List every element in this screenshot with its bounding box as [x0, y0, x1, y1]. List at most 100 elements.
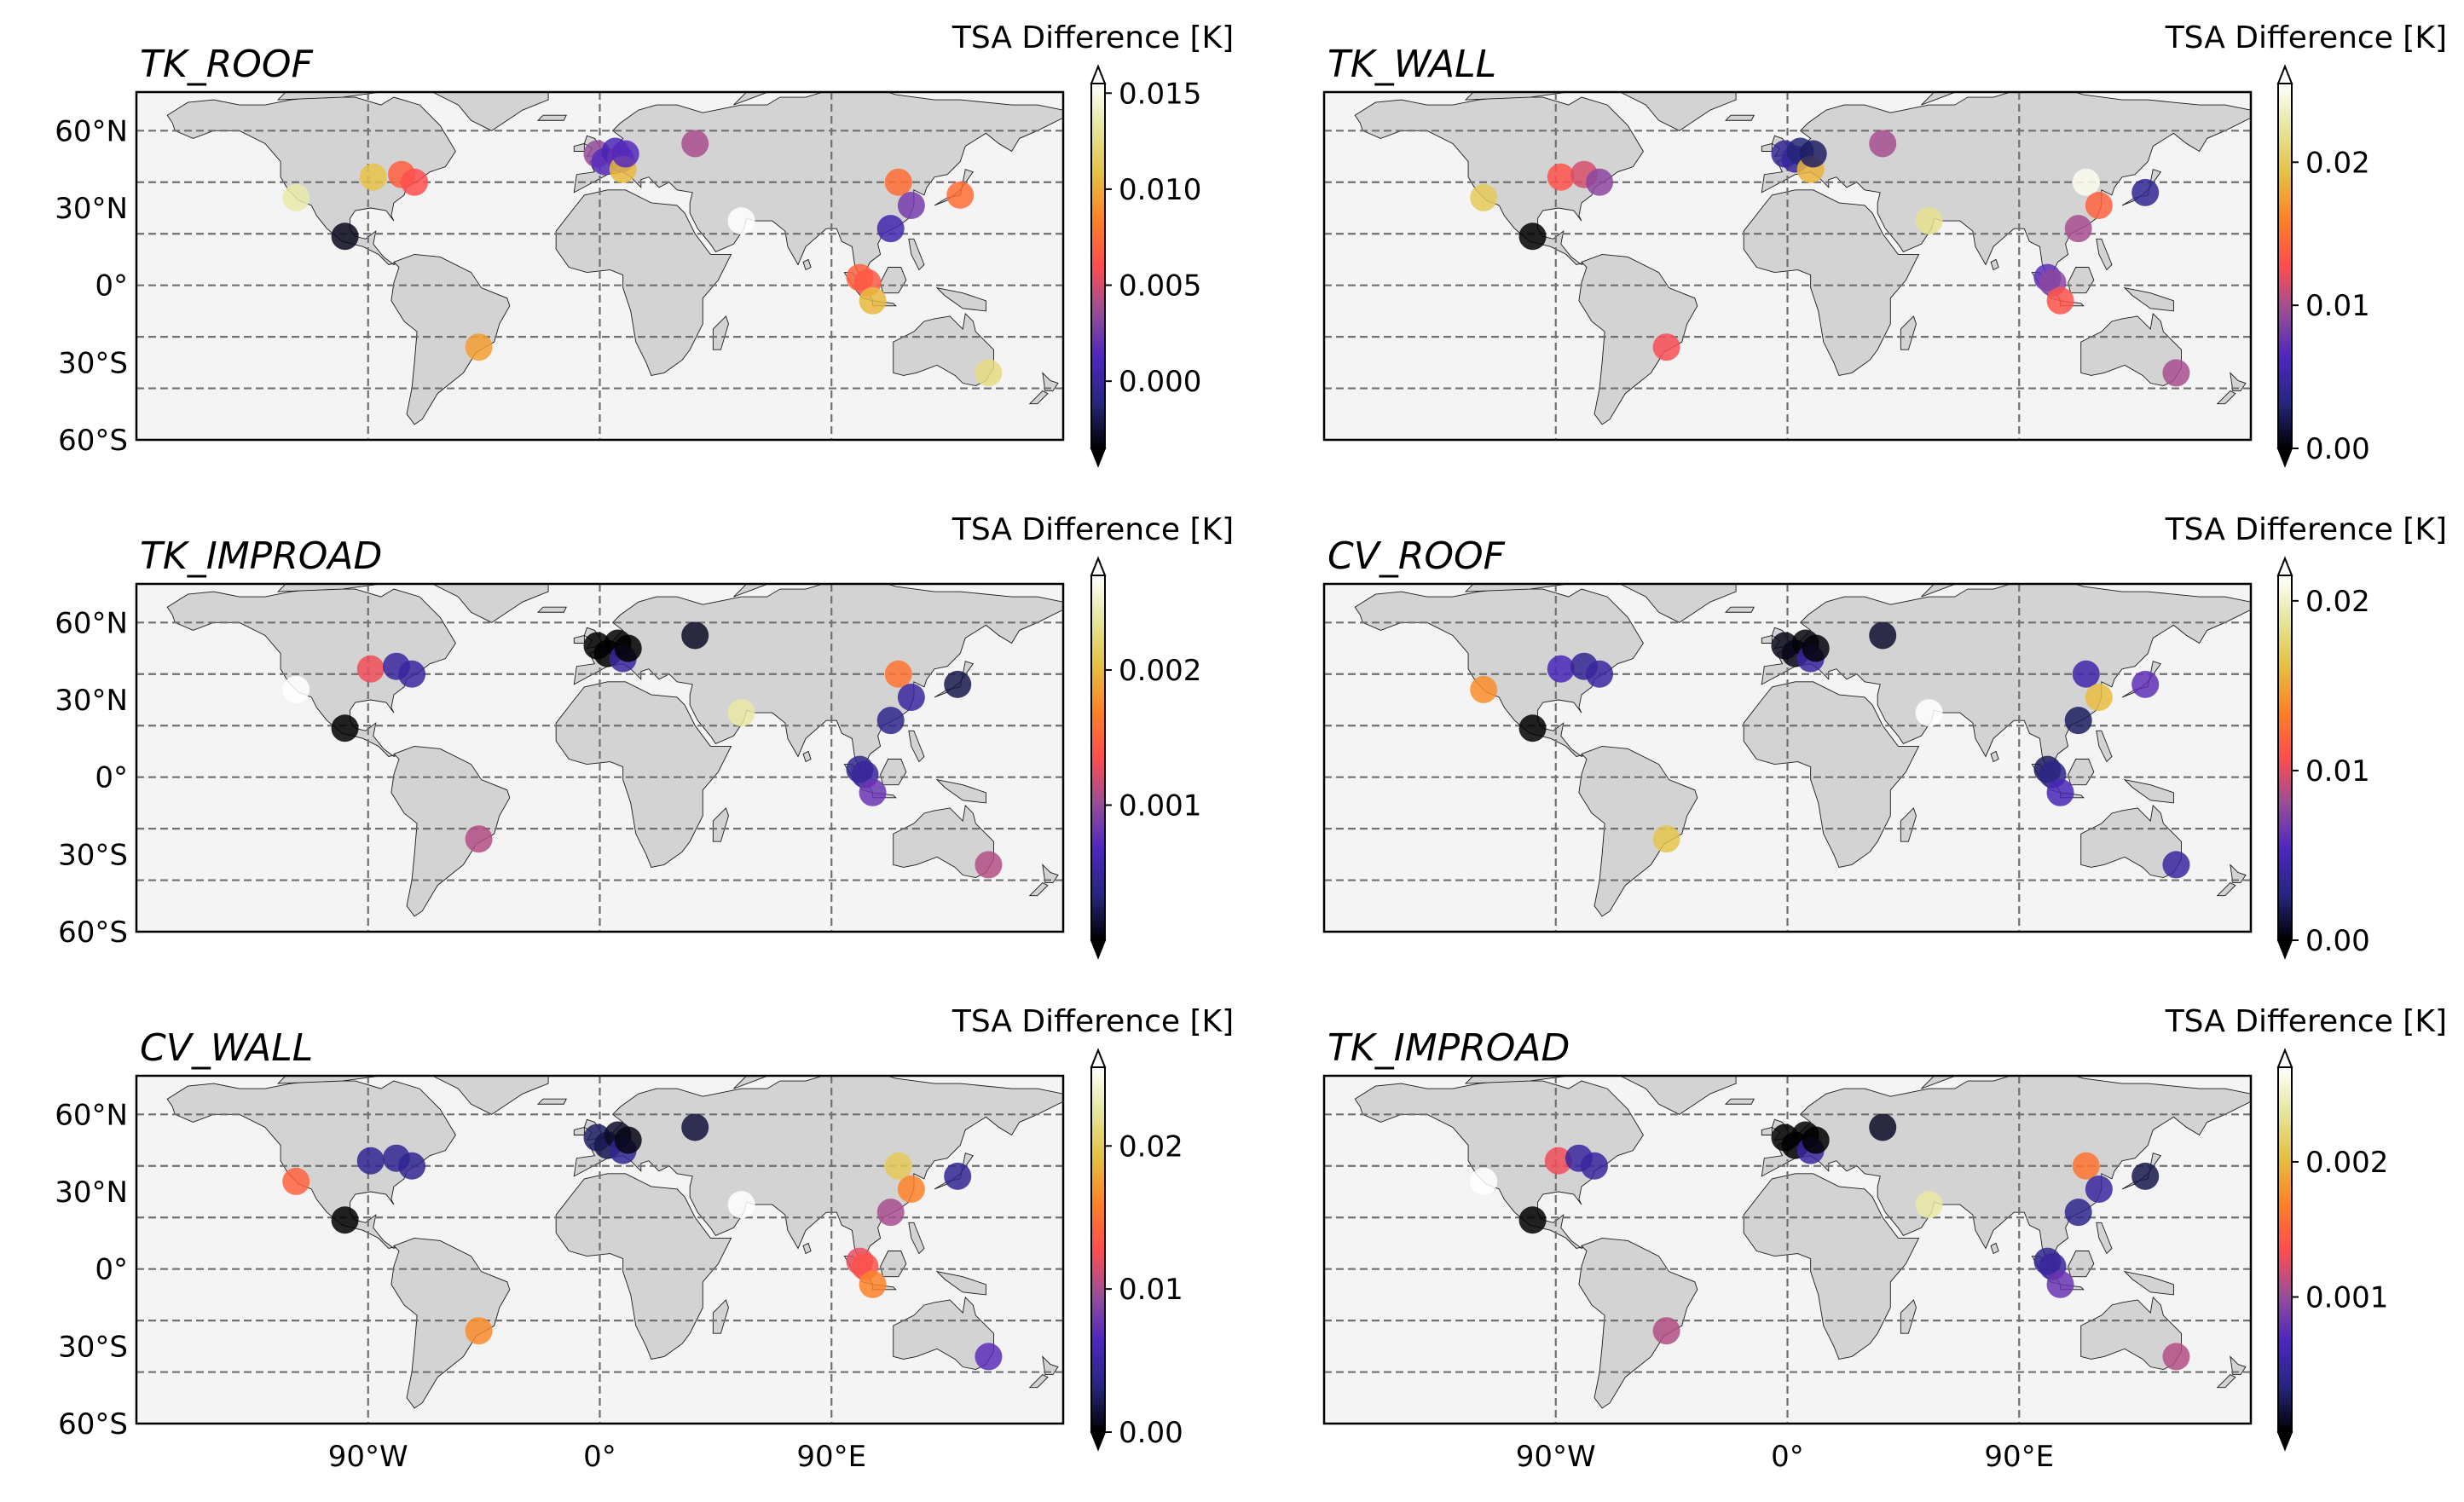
colorbar-tick-label: 0.00	[2305, 924, 2370, 958]
panel-title: TK_IMPROAD	[1327, 1026, 1570, 1070]
colorbar-extend-max	[2276, 1048, 2293, 1068]
city-point	[884, 660, 912, 688]
y-tick-label: 30°N	[55, 684, 128, 718]
city-point	[681, 621, 709, 650]
y-tick-label: 30°S	[58, 1330, 128, 1364]
city-point	[1802, 634, 1830, 662]
colorbar-extend-min	[2276, 448, 2293, 468]
city-point	[2046, 778, 2074, 806]
colorbar-tick-label: 0.01	[2305, 754, 2370, 789]
colorbar-gradient	[2278, 84, 2292, 448]
city-point	[859, 1270, 887, 1298]
city-point	[876, 215, 905, 243]
city-point	[727, 1191, 755, 1219]
y-tick-label: 30°N	[55, 192, 128, 226]
colorbar-frame	[1090, 1066, 1106, 1433]
x-tick-label: 90°E	[796, 1440, 866, 1474]
city-point	[2085, 1175, 2113, 1203]
city-point	[1586, 168, 1614, 196]
city-point	[2072, 660, 2100, 688]
city-point	[975, 1343, 1003, 1371]
city-point	[2131, 1162, 2160, 1190]
map-panel: TK_ROOF 60°N 30°N 0° 30°S 60°S 0.000 0.005 0.010…	[55, 20, 1234, 468]
colorbar: 0.000 0.005 0.010 0.015 TSA Difference [K]	[951, 20, 1234, 468]
city-point	[876, 707, 905, 735]
colorbar-tick-label: 0.002	[2305, 1146, 2388, 1180]
city-point	[2064, 707, 2092, 735]
city-point	[727, 207, 755, 235]
x-tick-label: 0°	[583, 1440, 616, 1474]
city-point	[2064, 215, 2092, 243]
panel-title: CV_ROOF	[1327, 534, 1506, 578]
map-area	[135, 582, 1065, 933]
city-point	[975, 851, 1003, 879]
y-tick-label: 60°N	[55, 606, 128, 640]
y-tick-label: 60°N	[55, 114, 128, 148]
city-point	[359, 163, 387, 191]
colorbar-tick-label: 0.000	[1119, 365, 1201, 399]
city-point	[727, 699, 755, 727]
city-point	[2085, 683, 2113, 711]
city-point	[1915, 1191, 1943, 1219]
city-point	[681, 130, 709, 158]
map-frame	[135, 90, 1065, 442]
x-tick-label: 90°W	[1516, 1440, 1596, 1474]
city-point	[398, 660, 426, 688]
city-point	[681, 1113, 709, 1141]
city-point	[1802, 1126, 1830, 1154]
colorbar-label: TSA Difference [K]	[2165, 20, 2447, 55]
colorbar-tick-label: 0.001	[2305, 1280, 2388, 1314]
city-point	[331, 1206, 359, 1234]
city-point	[2046, 286, 2074, 315]
city-point	[2162, 1343, 2190, 1371]
colorbar-frame	[2277, 1066, 2293, 1433]
city-point	[975, 359, 1003, 387]
city-point	[2072, 1152, 2100, 1180]
map-frame	[1322, 1074, 2253, 1425]
x-tick-label: 0°	[1771, 1440, 1804, 1474]
colorbar: 0.00 0.01 0.02 TSA Difference [K]	[2165, 20, 2447, 468]
map-panel: CV_ROOF 0.00 0.01 0.02 TSA Difference [K]	[1322, 512, 2447, 960]
colorbar-frame	[1090, 83, 1106, 449]
colorbar-label: TSA Difference [K]	[951, 512, 1234, 547]
colorbar-gradient	[2278, 1067, 2292, 1432]
map-panel: TK_IMPROAD 90°W 0° 90°E 0.001 0.002 TSA Differ…	[1322, 1004, 2447, 1474]
colorbar-extend-min	[2276, 939, 2293, 960]
x-tick-label: 90°W	[328, 1440, 408, 1474]
city-point	[884, 1152, 912, 1180]
colorbar: 0.00 0.01 0.02 TSA Difference [K]	[2165, 512, 2447, 960]
city-point	[614, 634, 642, 662]
city-point	[1869, 130, 1897, 158]
city-point	[1652, 825, 1680, 853]
city-point	[2085, 191, 2113, 219]
city-point	[1470, 1167, 1498, 1195]
colorbar-tick-label: 0.002	[1119, 654, 1201, 688]
colorbar-extend-min	[1090, 448, 1107, 468]
colorbar-extend-max	[2276, 556, 2293, 576]
city-point	[946, 181, 975, 209]
city-point	[1518, 1206, 1547, 1234]
city-point	[2064, 1199, 2092, 1227]
colorbar-extend-min	[1090, 1431, 1107, 1452]
city-point	[356, 655, 385, 683]
city-point	[1869, 1113, 1897, 1141]
city-point	[465, 1317, 493, 1345]
colorbar-gradient	[2278, 575, 2292, 940]
map-area	[135, 1074, 1065, 1425]
city-point	[1869, 621, 1897, 650]
colorbar-tick-label: 0.02	[1119, 1129, 1183, 1164]
y-tick-label: 0°	[95, 761, 128, 795]
city-point	[465, 333, 493, 361]
city-point	[2162, 851, 2190, 879]
panel-title: TK_ROOF	[140, 43, 314, 86]
colorbar-tick-label: 0.001	[1119, 789, 1201, 823]
y-tick-label: 0°	[95, 269, 128, 303]
city-point	[2131, 178, 2160, 206]
colorbar-extend-min	[2276, 1431, 2293, 1452]
colorbar-label: TSA Difference [K]	[951, 20, 1234, 55]
colorbar: 0.00 0.01 0.02 TSA Difference [K]	[951, 1004, 1234, 1452]
city-point	[1547, 163, 1575, 191]
city-point	[401, 168, 429, 196]
